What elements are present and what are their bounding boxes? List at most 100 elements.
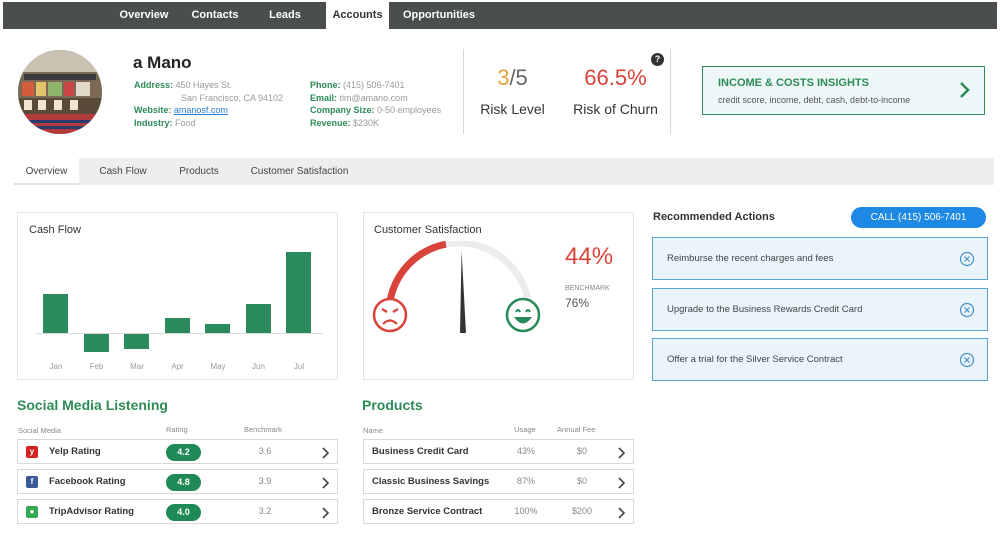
- product-usage: 87%: [516, 476, 535, 486]
- rating-badge: 4.2: [166, 444, 201, 461]
- cash-flow-bar: [43, 293, 68, 333]
- action-item[interactable]: Reimburse the recent charges and fees: [652, 237, 988, 280]
- address-line1: 450 Hayes St.: [175, 80, 233, 90]
- insights-title: INCOME & COSTS INSIGHTS: [718, 77, 869, 89]
- product-fee: $0: [576, 476, 587, 486]
- product-usage: 43%: [516, 446, 535, 456]
- cash-flow-bar: [286, 251, 311, 333]
- benchmark-label: BENCHMARK: [565, 285, 610, 292]
- email-label: Email:: [310, 92, 338, 103]
- address-line2: San Francisco, CA 94102: [181, 92, 284, 103]
- column-header: Rating: [166, 425, 188, 434]
- cash-flow-bar: [83, 334, 109, 352]
- product-usage: 100%: [514, 506, 538, 516]
- x-tick-label: Mar: [130, 362, 144, 371]
- risk-level-label: Risk Level: [480, 101, 545, 117]
- satisfaction-percent: 44%: [565, 243, 614, 270]
- column-header: Benchmark: [244, 425, 282, 434]
- social-row-facebook[interactable]: f Facebook Rating 4.8 3.9: [17, 469, 338, 494]
- website-label: Website:: [134, 105, 172, 115]
- social-row-tripadvisor[interactable]: ● TripAdvisor Rating 4.0 3.2: [17, 499, 338, 524]
- revenue-value: $230K: [353, 117, 380, 128]
- column-header: Social Media: [18, 426, 61, 435]
- column-header: Annual Fee: [557, 425, 596, 434]
- product-row[interactable]: Business Credit Card 43% $0: [363, 439, 634, 464]
- address-label: Address:: [134, 80, 174, 90]
- industry-label: Industry:: [134, 117, 173, 128]
- chevron-right-icon: [321, 476, 330, 494]
- subtab-products[interactable]: Products: [179, 166, 219, 177]
- email-value: tim@amano.com: [339, 92, 408, 103]
- account-details-left: Address: 450 Hayes St. San Francisco, CA…: [134, 79, 283, 129]
- rating-badge: 4.8: [166, 474, 201, 491]
- nav-tab-contacts[interactable]: Contacts: [191, 9, 239, 21]
- action-text: Upgrade to the Business Rewards Credit C…: [667, 304, 863, 315]
- top-navigation: Overview Contacts Leads Accounts Opportu…: [3, 2, 997, 29]
- revenue-label: Revenue:: [310, 117, 351, 128]
- chevron-right-icon: [321, 506, 330, 524]
- risk-level-value: 3: [497, 65, 510, 90]
- products-title: Products: [362, 397, 423, 413]
- nav-tab-overview[interactable]: Overview: [119, 9, 169, 21]
- action-text: Offer a trial for the Silver Service Con…: [667, 354, 843, 365]
- social-media-title: Social Media Listening: [17, 397, 168, 413]
- cash-flow-bar: [205, 324, 230, 333]
- x-tick-label: Apr: [171, 362, 184, 371]
- cash-flow-panel: Cash Flow Jan Feb Mar Apr May Jun Jul: [17, 212, 338, 380]
- happy-face-icon: [505, 297, 541, 338]
- benchmark-value: 3.6: [258, 446, 272, 456]
- nav-tab-accounts[interactable]: Accounts: [326, 2, 389, 29]
- nav-tab-opportunities[interactable]: Opportunities: [402, 9, 476, 21]
- rating-badge: 4.0: [166, 504, 201, 521]
- column-header: Name: [363, 426, 384, 435]
- subtab-overview[interactable]: Overview: [14, 158, 79, 185]
- risk-of-churn-value: 66.5%: [584, 65, 647, 90]
- x-tick-label: Jan: [49, 362, 63, 371]
- product-row[interactable]: Bronze Service Contract 100% $200: [363, 499, 634, 524]
- phone-label: Phone:: [310, 80, 341, 90]
- product-fee: $200: [571, 506, 593, 516]
- dismiss-icon[interactable]: [959, 352, 975, 373]
- company-size-label: Company Size:: [310, 105, 375, 115]
- social-row-yelp[interactable]: y Yelp Rating 4.2 3.6: [17, 439, 338, 464]
- dismiss-icon[interactable]: [959, 251, 975, 272]
- benchmark-value: 3.2: [258, 506, 272, 516]
- product-name: Business Credit Card: [372, 446, 469, 457]
- chevron-right-icon: [617, 446, 626, 464]
- action-item[interactable]: Upgrade to the Business Rewards Credit C…: [652, 288, 988, 331]
- website-link[interactable]: amanosf.com: [173, 105, 228, 115]
- income-costs-insights-card[interactable]: INCOME & COSTS INSIGHTS credit score, in…: [702, 66, 985, 115]
- divider: [463, 49, 464, 134]
- x-tick-label: Jun: [252, 362, 265, 371]
- product-fee: $0: [576, 446, 587, 456]
- product-row[interactable]: Classic Business Savings 87% $0: [363, 469, 634, 494]
- account-subtabs: Overview Cash Flow Products Customer Sat…: [14, 158, 994, 185]
- divider: [670, 49, 671, 134]
- risk-of-churn-label: Risk of Churn: [573, 101, 658, 117]
- dismiss-icon[interactable]: [959, 302, 975, 323]
- call-button[interactable]: CALL (415) 506-7401: [851, 207, 986, 228]
- subtab-customer-satisfaction[interactable]: Customer Satisfaction: [250, 166, 349, 177]
- tripadvisor-icon: ●: [26, 506, 38, 518]
- zero-line: [36, 333, 323, 334]
- help-icon[interactable]: ?: [651, 53, 664, 66]
- social-name: TripAdvisor Rating: [49, 506, 134, 517]
- risk-level-score: 3/5: [470, 65, 555, 91]
- cash-flow-title: Cash Flow: [29, 224, 81, 236]
- x-tick-label: May: [210, 362, 226, 371]
- product-name: Classic Business Savings: [372, 476, 490, 487]
- action-item[interactable]: Offer a trial for the Silver Service Con…: [652, 338, 988, 381]
- cash-flow-bar: [245, 303, 271, 333]
- chevron-right-icon: [617, 476, 626, 494]
- cash-flow-bar: [164, 318, 190, 333]
- social-name: Yelp Rating: [49, 446, 101, 457]
- benchmark-value: 3.9: [258, 476, 272, 486]
- subtab-cash-flow[interactable]: Cash Flow: [99, 166, 147, 177]
- chevron-right-icon: [958, 79, 972, 106]
- customer-satisfaction-title: Customer Satisfaction: [374, 224, 482, 236]
- sad-face-icon: [372, 297, 408, 338]
- cash-flow-bar: [124, 334, 149, 349]
- nav-tab-leads[interactable]: Leads: [269, 9, 301, 21]
- chevron-right-icon: [321, 446, 330, 464]
- yelp-icon: y: [26, 446, 38, 458]
